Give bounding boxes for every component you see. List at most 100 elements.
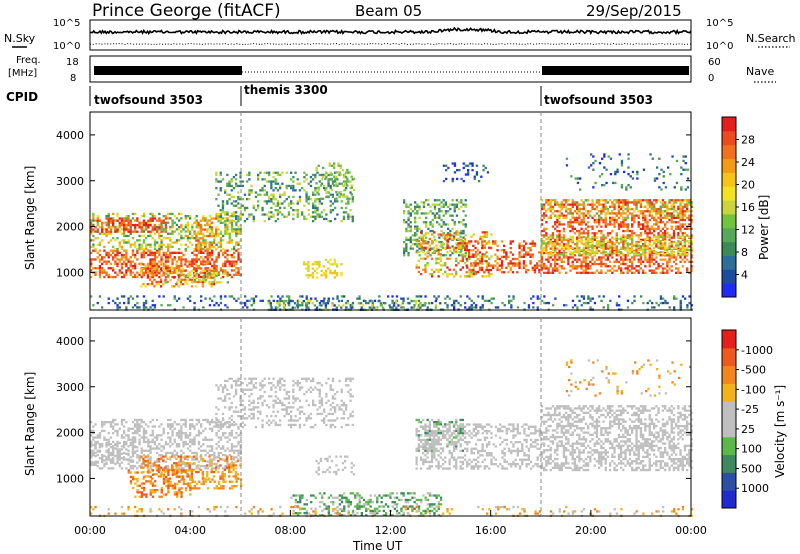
range-gate-cell [331,271,334,275]
range-gate-cell [661,227,665,230]
range-gate-cell [303,189,306,192]
range-gate-cell [107,212,110,216]
range-gate-cell [582,248,585,252]
range-gate-cell [215,267,218,270]
range-gate-cell [604,245,607,248]
range-gate-cell [578,251,581,254]
range-gate-cell [470,235,473,238]
range-gate-cell [494,242,497,245]
range-gate-cell [168,267,171,270]
range-gate-cell [606,244,610,247]
range-gate-cell [426,255,429,258]
range-gate-cell [303,204,306,207]
range-gate-cell [657,227,660,230]
range-gate-cell [201,228,205,231]
range-gate-cell [327,182,330,185]
header: Prince George (fitACF) Beam 05 29/Sep/20… [92,1,682,21]
range-gate-cell [146,263,149,266]
range-gate-cell [409,203,412,206]
range-gate-cell [549,247,552,250]
range-gate-cell [322,299,325,303]
range-gate-cell [463,242,467,245]
range-gate-cell [631,237,634,241]
range-gate-cell [490,301,493,305]
range-gate-cell [655,267,658,270]
range-gate-cell [298,198,302,201]
range-gate-cell [659,247,662,250]
range-gate-cell [402,297,405,300]
range-gate-cell [197,249,201,252]
range-gate-cell [127,241,130,244]
range-gate-cell [153,274,156,277]
range-gate-cell [270,200,273,203]
range-gate-cell [460,232,463,235]
range-gate-cell [158,275,161,279]
range-gate-cell [624,235,627,239]
range-gate-cell [418,207,421,211]
range-gate-cell [690,267,693,270]
range-gate-cell [409,227,412,230]
range-gate-cell [257,193,260,196]
range-gate-cell [589,297,592,300]
range-gate-cell [322,265,325,268]
range-gate-cell [415,251,418,254]
range-gate-cell [123,224,126,227]
range-gate-cell [92,454,95,457]
range-gate-cell [562,251,566,254]
range-gate-cell [208,256,212,259]
range-gate-cell [199,248,202,251]
range-gate-cell [351,215,354,218]
range-gate-cell [642,223,645,226]
range-gate-cell [591,248,594,252]
range-gate-cell [134,212,137,216]
range-gate-cell [217,245,220,249]
range-gate-cell [237,256,240,259]
range-gate-cell [431,229,434,233]
range-gate-cell [479,235,482,238]
range-gate-cell [340,271,343,275]
range-gate-cell [650,214,654,217]
range-gate-cell [448,233,451,236]
range-gate-cell [156,249,159,252]
range-gate-cell [467,240,471,243]
range-gate-cell [637,235,640,239]
range-gate-cell [184,217,187,220]
range-gate-cell [511,264,515,267]
range-gate-cell [175,267,179,270]
range-gate-cell [197,251,201,254]
range-gate-cell [551,248,555,252]
range-gate-cell [615,221,618,224]
range-gate-cell [688,214,691,217]
range-gate-cell [444,237,447,241]
range-gate-cell [191,258,194,261]
range-gate-cell [149,260,152,263]
range-gate-cell [569,235,572,239]
range-gate-cell [222,253,225,257]
range-gate-cell [368,299,371,303]
range-gate-cell [219,237,223,240]
range-gate-cell [145,301,148,305]
range-gate-cell [536,262,539,265]
range-gate-cell [125,217,128,220]
range-gate-cell [675,216,678,219]
range-gate-cell [429,210,432,213]
range-gate-cell [334,180,337,183]
range-gate-cell [657,235,660,239]
range-gate-cell [241,213,244,216]
range-gate-cell [679,227,682,230]
range-gate-cell [149,243,152,246]
range-gate-cell [677,267,680,270]
range-gate-cell [622,205,625,208]
range-gate-cell [107,226,110,229]
range-gate-cell [169,243,172,246]
range-gate-cell [642,301,645,305]
range-gate-cell [112,427,115,430]
range-gate-cell [646,201,649,204]
range-gate-cell [661,199,665,202]
range-gate-cell [604,254,607,257]
range-gate-cell [433,235,436,238]
range-gate-cell [681,248,684,252]
range-gate-cell [431,218,434,222]
range-gate-cell [688,199,691,202]
range-gate-cell [318,304,322,307]
